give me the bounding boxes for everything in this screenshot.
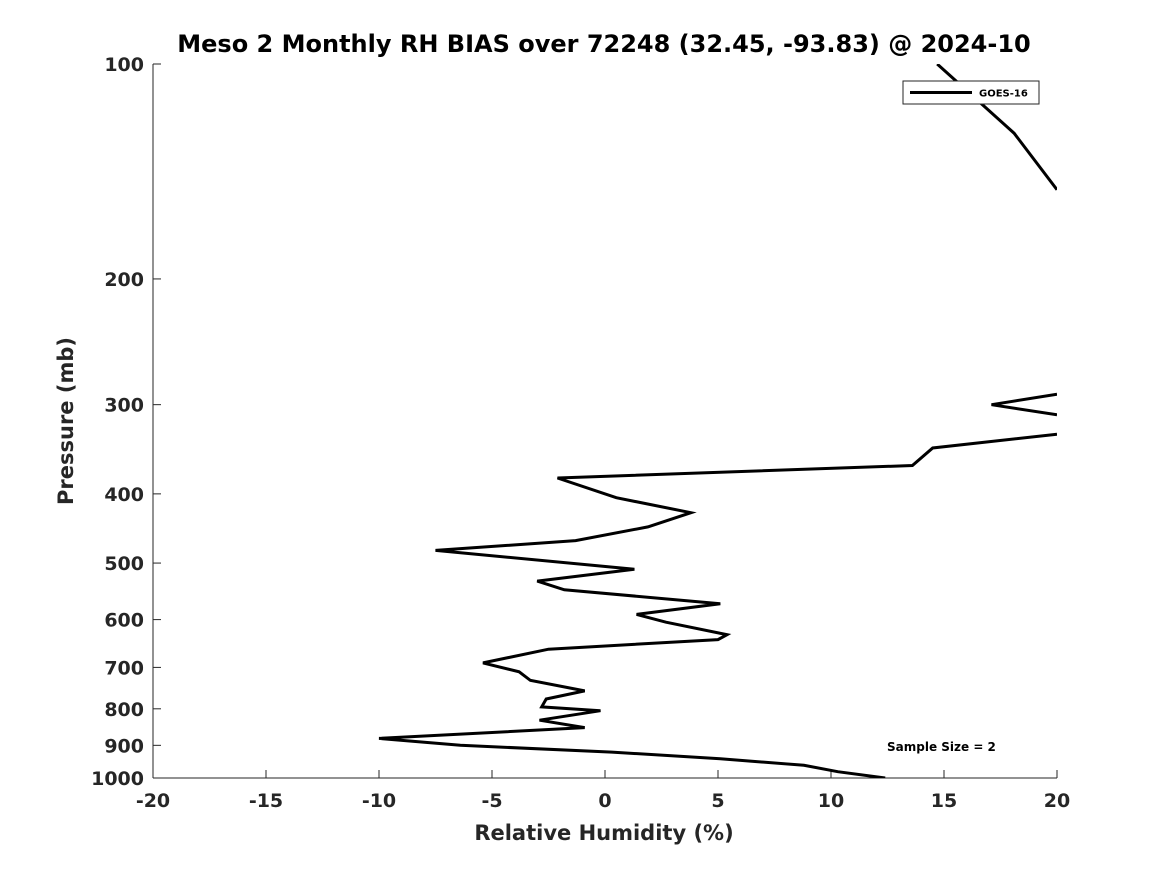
x-tick-label: 5 xyxy=(711,790,724,812)
legend-label: GOES-16 xyxy=(979,89,1028,100)
y-tick-label: 300 xyxy=(104,395,144,417)
sample-size-annotation: Sample Size = 2 xyxy=(887,740,996,754)
x-tick-label: -5 xyxy=(481,790,502,812)
series-line xyxy=(991,392,1057,417)
x-tick-label: 20 xyxy=(1044,790,1070,812)
y-tick-label: 700 xyxy=(104,657,144,679)
y-tick-label: 400 xyxy=(104,484,144,506)
y-tick-label: 800 xyxy=(104,699,144,721)
y-axis-label: Pressure (mb) xyxy=(54,337,78,505)
legend: GOES-16 xyxy=(902,80,1040,105)
x-tick-label: -20 xyxy=(136,790,170,812)
x-tick-label: -10 xyxy=(362,790,396,812)
y-ticks: 100 200 300 400 500 600 700 800 900 1000 xyxy=(91,54,161,790)
y-tick-label: 200 xyxy=(104,269,144,291)
x-axis-label: Relative Humidity (%) xyxy=(474,821,733,845)
x-tick-label: 10 xyxy=(818,790,844,812)
y-tick-label: 500 xyxy=(104,553,144,575)
series xyxy=(378,64,1057,778)
chart-title: Meso 2 Monthly RH BIAS over 72248 (32.45… xyxy=(177,30,1030,58)
y-tick-label: 600 xyxy=(104,610,144,632)
y-tick-label: 900 xyxy=(104,735,144,757)
x-tick-label: 15 xyxy=(931,790,957,812)
x-ticks: -20 -15 -10 -5 0 5 10 15 20 xyxy=(136,770,1070,812)
axes xyxy=(152,64,1057,779)
series-line xyxy=(378,432,1057,778)
y-tick-label: 1000 xyxy=(91,768,144,790)
x-tick-label: 0 xyxy=(598,790,611,812)
x-tick-label: -15 xyxy=(249,790,283,812)
y-tick-label: 100 xyxy=(104,54,144,76)
